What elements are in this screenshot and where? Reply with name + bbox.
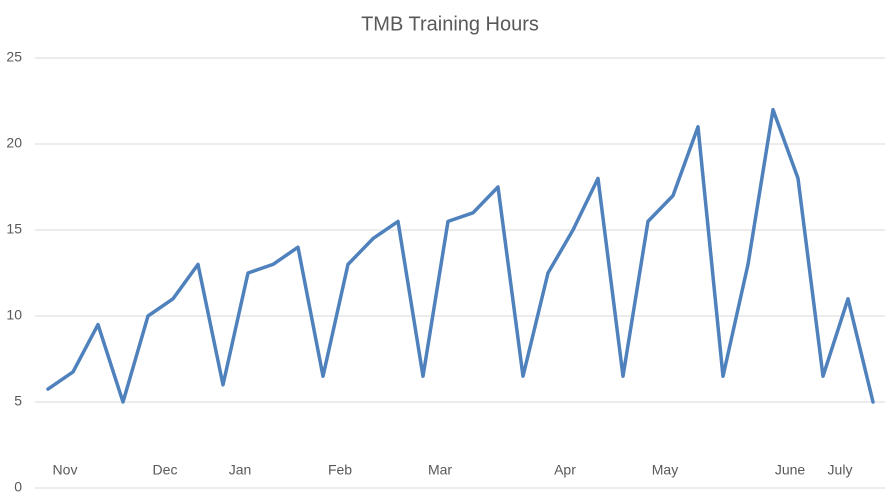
y-tick-label: 0 [14, 479, 22, 495]
y-tick-label: 5 [14, 393, 22, 409]
x-tick-label: May [652, 462, 678, 478]
x-tick-label: Feb [328, 462, 352, 478]
y-tick-label: 15 [6, 221, 22, 237]
x-tick-label: Dec [153, 462, 178, 478]
x-tick-label: Mar [428, 462, 452, 478]
data-line [46, 107, 875, 404]
x-tick-label: June [775, 462, 806, 478]
x-tick-label: July [828, 462, 853, 478]
x-tick-label: Jan [229, 462, 252, 478]
y-tick-label: 10 [6, 307, 22, 323]
chart-title: TMB Training Hours [361, 13, 539, 35]
x-tick-label: Apr [554, 462, 576, 478]
y-tick-label: 20 [6, 135, 22, 151]
y-tick-label: 25 [6, 49, 22, 65]
x-tick-label: Nov [53, 462, 78, 478]
